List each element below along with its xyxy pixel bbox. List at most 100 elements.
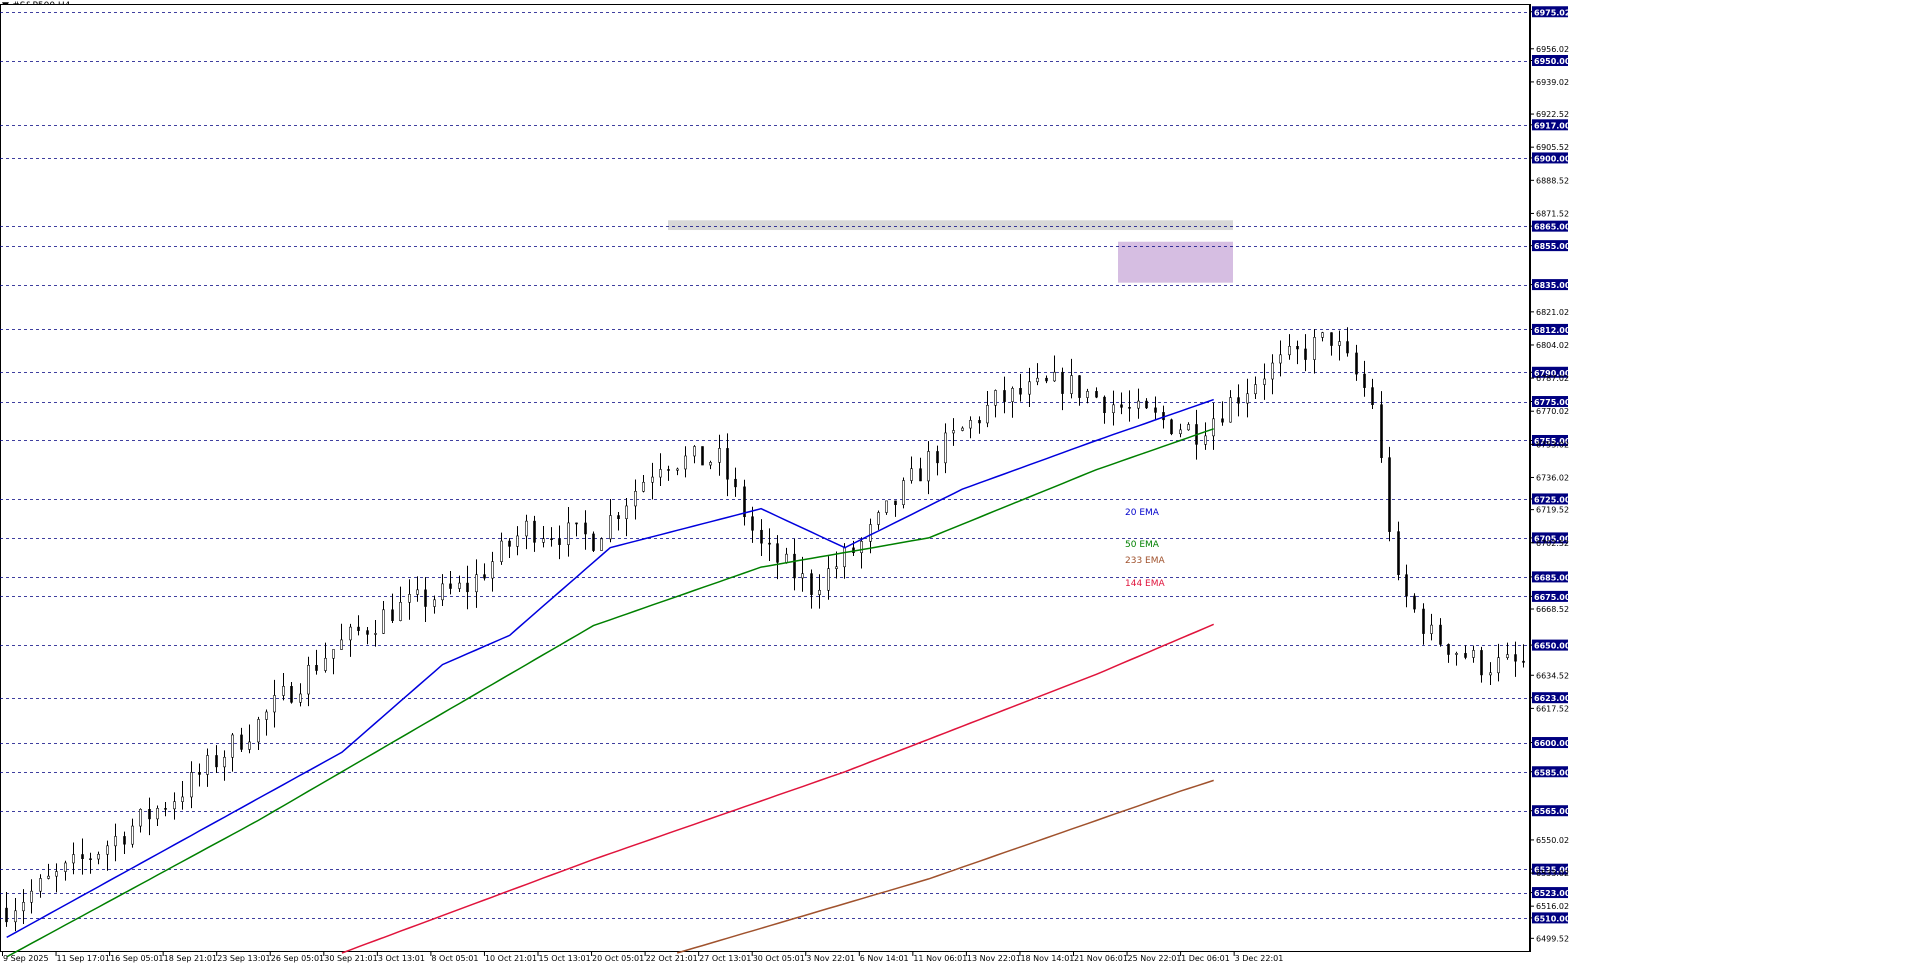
indicator-label: 50 EMA [1125,540,1160,550]
candle [1388,446,1391,542]
price-label-box [1532,532,1568,544]
candle [1003,376,1006,414]
candle [97,851,100,865]
candle [1355,344,1358,381]
candle [801,556,804,592]
candle-body [843,547,846,568]
candle-body [961,427,964,431]
candle [835,551,838,579]
candle-body [349,626,352,641]
price-label: 6702.52 [1536,539,1569,548]
candle-body [726,448,729,480]
candle [575,522,578,537]
candle [1237,384,1240,417]
candle-body [1128,407,1131,409]
candle-body [215,755,218,768]
time-label: 26 Sep 05:01 [271,954,324,963]
candle [1522,644,1525,668]
candle [1472,645,1475,663]
candle-body [667,469,670,471]
price-label-box [1532,571,1568,583]
candle-body [1137,400,1140,409]
ema-20-line [6,398,1214,939]
candle-body [97,853,100,860]
candle-body [567,522,570,545]
candle [22,889,25,925]
candle-body [408,594,411,603]
price-label: 6900.00 [1534,154,1571,163]
candle [374,619,377,647]
candle-body [1506,654,1509,658]
candle-body [1489,672,1492,676]
candle [567,506,570,557]
candle [969,416,972,439]
candle [1212,402,1215,450]
candle-body [89,858,92,860]
price-axis-bg [1530,0,1916,963]
candle [1413,593,1416,613]
candle [1011,386,1014,418]
candle-body [475,574,478,593]
candle [734,467,737,497]
price-axis: 6975.02 6956.02 6950.00 6939.02 6922.52 6917.… [1530,0,1916,963]
candle-body [1078,375,1081,398]
candle-body [1019,388,1022,395]
candle-body [441,583,444,601]
indicator-labels: 20 EMA 50 EMA 233 EMA 144 EMA [1125,508,1165,589]
candle-body [952,430,955,434]
candle-body [818,589,821,595]
candle [1246,378,1249,418]
candle [265,709,268,736]
candle-body [1288,346,1291,356]
time-label: 21 Nov 06:01 [1074,954,1128,963]
candle-body [483,574,486,579]
price-label: 6600.00 [1534,739,1571,748]
candle-body [592,533,595,551]
candle [307,656,310,707]
candle-body [1422,608,1425,634]
price-label-box [1532,493,1568,505]
candle [1430,613,1433,641]
candle-body [1221,418,1224,423]
candle [978,416,981,434]
price-label: 6668.52 [1536,605,1569,614]
candle [651,462,654,500]
candle [558,525,561,560]
price-label-box [1532,396,1568,408]
candle [726,433,729,497]
highlight-zones [668,220,1233,283]
price-label-box [1532,590,1568,602]
candle-body [1145,400,1148,409]
time-label: 3 Nov 22:01 [806,954,855,963]
candle-body [1237,397,1240,404]
price-label: 6950.00 [1534,57,1571,66]
price-label: 6775.00 [1534,398,1571,407]
candle-body [332,649,335,659]
candle [483,563,486,581]
candle-body [1103,396,1106,414]
candle [1254,376,1257,399]
candle [131,818,134,848]
candle [609,498,612,543]
price-label: 6790.00 [1534,369,1571,378]
candle-body [1246,393,1249,404]
candle [952,418,955,446]
candle-body [533,520,536,543]
candle-body [391,609,394,621]
candle-body [1045,377,1048,382]
candle [5,892,8,927]
price-label-box [1532,279,1568,291]
price-label: 6917.00 [1534,121,1571,130]
candle [1263,363,1266,400]
candle [1304,334,1307,372]
candle [215,745,218,773]
price-label-box [1532,240,1568,252]
price-label: 6617.52 [1536,704,1569,713]
candle-body [5,907,8,923]
candle-body [860,541,863,554]
candle [634,479,637,520]
price-label-box [1532,692,1568,704]
price-label: 6975.02 [1534,8,1570,17]
candle [1053,355,1056,382]
